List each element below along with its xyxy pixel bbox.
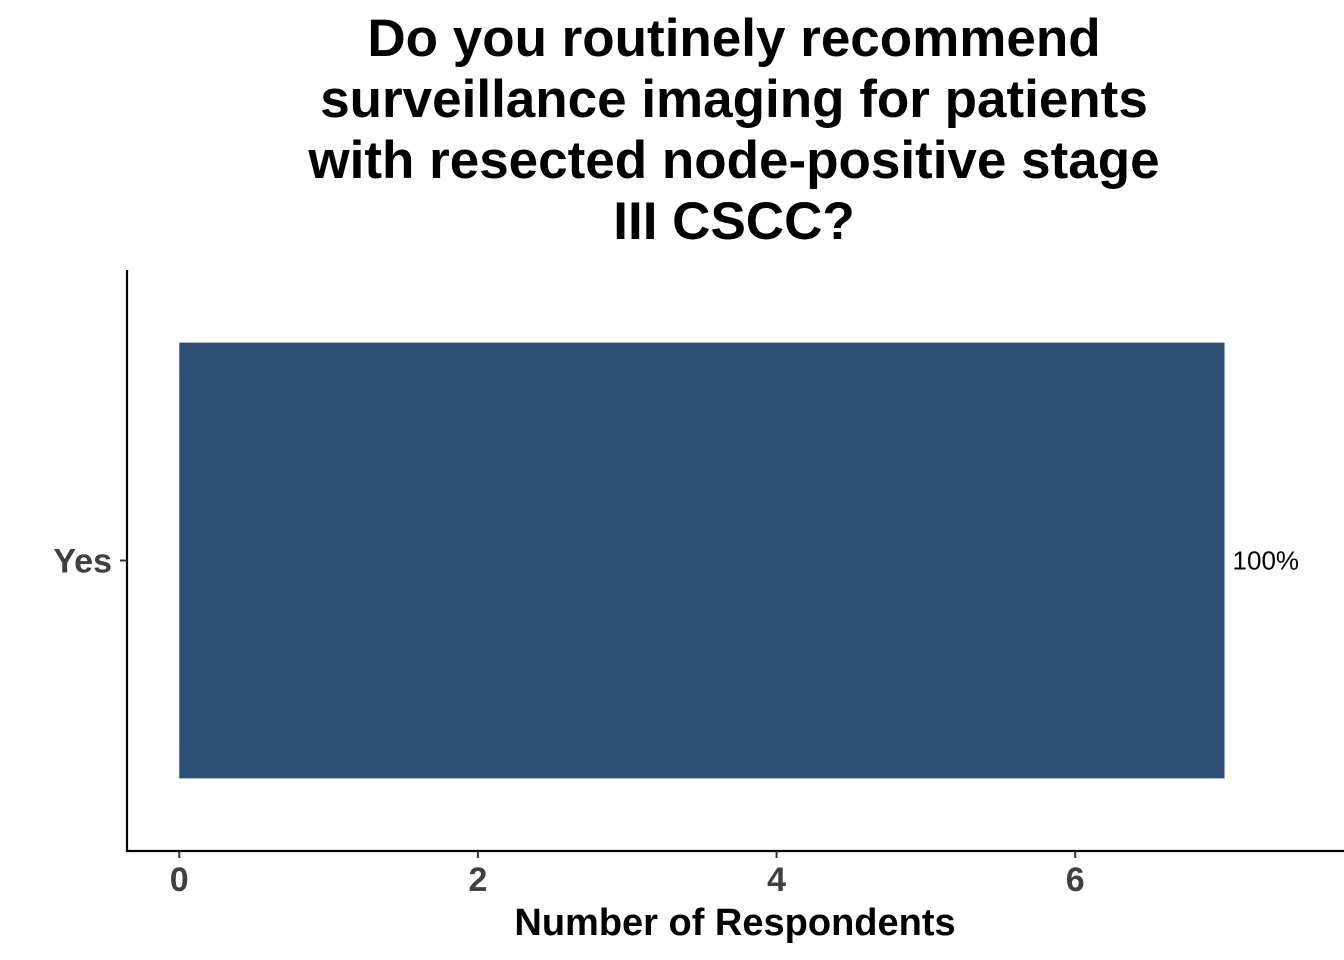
x-tick-label: 0 <box>170 861 189 899</box>
x-axis-label: Number of Respondents <box>514 902 955 944</box>
x-tick-label: 6 <box>1066 861 1085 899</box>
chart-title: Do you routinely recommend surveillance … <box>224 8 1244 252</box>
chart-title-line-3: with resected node-positive stage <box>308 131 1160 190</box>
bar-yes <box>179 342 1225 779</box>
chart-title-line-2: surveillance imaging for patients <box>320 70 1148 129</box>
y-tick-label: Yes <box>53 543 112 581</box>
data-labels-group: 100% <box>1233 546 1300 576</box>
x-tick-label: 4 <box>767 861 786 899</box>
y-axis-ticks-group: Yes <box>53 543 127 581</box>
chart-title-line-1: Do you routinely recommend <box>367 9 1101 68</box>
bar-data-label: 100% <box>1233 546 1300 576</box>
x-axis-ticks-group: 0 2 4 6 <box>170 851 1085 899</box>
bars-group <box>179 342 1225 779</box>
chart-title-line-4: III CSCC? <box>613 192 855 251</box>
x-tick-label: 2 <box>468 861 487 899</box>
